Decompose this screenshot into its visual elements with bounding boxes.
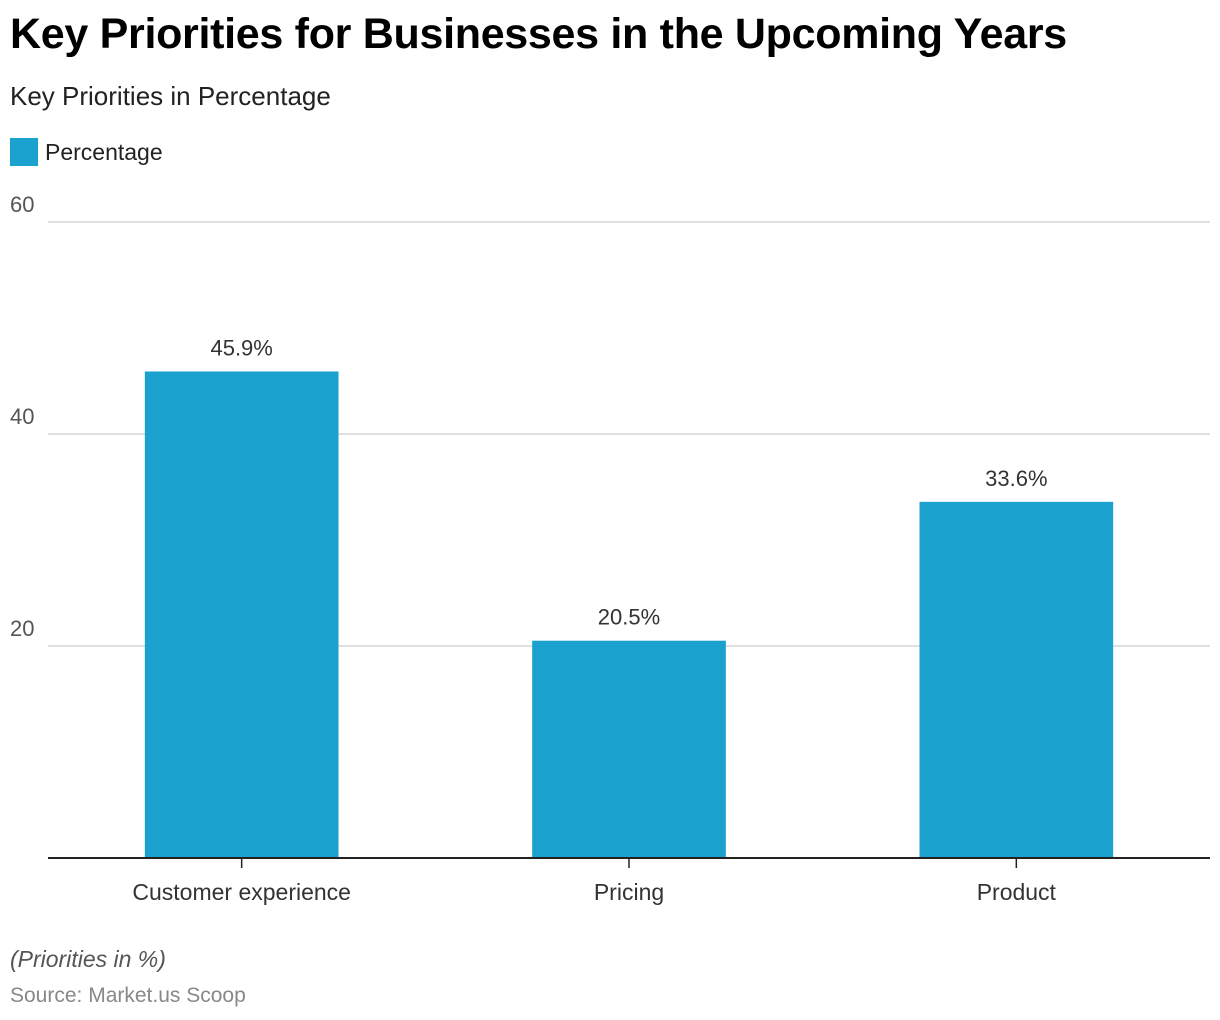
- y-tick-label: 40: [10, 404, 34, 429]
- bar: [919, 501, 1114, 858]
- chart-subtitle: Key Priorities in Percentage: [10, 81, 331, 111]
- chart-source: Source: Market.us Scoop: [10, 984, 246, 1007]
- y-tick-label: 60: [10, 192, 34, 217]
- bar: [532, 640, 726, 858]
- x-tick-label: Pricing: [594, 879, 664, 905]
- data-label: 20.5%: [598, 605, 660, 630]
- chart-title: Key Priorities for Businesses in the Upc…: [10, 10, 1067, 58]
- bar: [144, 371, 339, 858]
- chart-note: (Priorities in %): [10, 946, 166, 972]
- legend: Percentage: [10, 138, 163, 166]
- x-tick-label: Product: [977, 879, 1057, 905]
- data-label: 33.6%: [985, 466, 1047, 491]
- legend-label: Percentage: [45, 138, 163, 165]
- x-tick-label: Customer experience: [132, 879, 351, 905]
- data-label: 45.9%: [210, 335, 272, 360]
- y-tick-label: 20: [10, 616, 34, 641]
- legend-swatch: [10, 138, 38, 166]
